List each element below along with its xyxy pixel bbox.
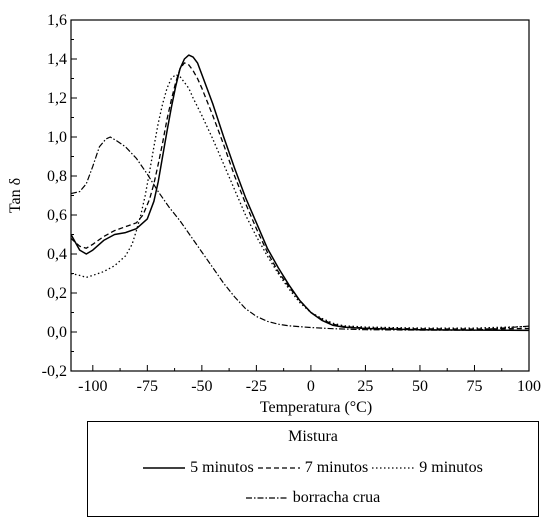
x-tick-label: -25: [246, 378, 267, 395]
legend-label: 5 minutos: [190, 459, 254, 476]
chart: -0,20,00,20,40,60,81,01,21,41,6 -100 -75-…: [7, 12, 541, 416]
x-axis-label: Temperatura (°C): [260, 399, 372, 416]
legend-swatch-dotted: [372, 467, 415, 469]
y-tick-label: 0,0: [47, 324, 67, 341]
series-line-7-minutos: [70, 62, 530, 330]
legend-label: 7 minutos: [304, 459, 369, 476]
y-axis: -0,2 0,0 0,2 0,4 0,6 0,8 1,0 1,2 1,4 1,6: [42, 12, 77, 380]
legend-item-5-minutos: 5 minutos: [143, 459, 254, 477]
y-tick-label: 0,2: [47, 285, 67, 302]
x-tick-label: -75: [137, 378, 158, 395]
legend-label: borracha crua: [292, 489, 381, 506]
y-tick-label: 1,4: [47, 51, 67, 68]
legend-title: Mistura: [288, 428, 338, 445]
x-tick-label: 50: [412, 378, 428, 395]
x-tick-label: 100: [517, 378, 541, 395]
legend-swatch-dashed: [257, 467, 300, 469]
legend-label: 9 minutos: [419, 459, 483, 476]
series-line-9-minutos: [70, 73, 530, 329]
series-line-borracha-crua: [70, 136, 530, 331]
legend-row: 5 minutos 7 minutos 9 minutos: [88, 459, 538, 477]
series-lines: [70, 54, 530, 332]
plot-area-border: [70, 19, 530, 372]
y-tick-label: 1,2: [47, 90, 67, 107]
y-tick-label: -0,2: [42, 363, 67, 380]
x-tick-label: 25: [357, 378, 373, 395]
x-tick-label: -100: [78, 378, 107, 395]
plot-frame: [70, 19, 530, 372]
legend-row: borracha crua: [88, 489, 538, 507]
legend-swatch-solid: [143, 467, 186, 469]
legend-swatch-dashdot: [245, 497, 288, 499]
x-tick-label: -50: [191, 378, 212, 395]
series-line-5-minutos: [70, 54, 530, 332]
y-tick-label: 0,6: [47, 207, 67, 224]
legend: Mistura 5 minutos 7 minutos 9 minutos bo…: [87, 421, 539, 517]
x-axis: -100 -75 -50 -25 0 25 50 75 100: [78, 365, 541, 395]
y-tick-label: 1,0: [47, 129, 67, 146]
legend-item-borracha-crua: borracha crua: [245, 489, 381, 507]
y-tick-label: 0,8: [47, 168, 67, 185]
x-tick-label: 75: [466, 378, 482, 395]
y-tick-label: 1,6: [47, 12, 67, 29]
y-axis-label: Tan δ: [7, 178, 24, 213]
y-tick-label: 0,4: [47, 246, 67, 263]
legend-item-9-minutos: 9 minutos: [372, 459, 483, 477]
x-tick-label: 0: [307, 378, 315, 395]
legend-item-7-minutos: 7 minutos: [257, 459, 369, 477]
